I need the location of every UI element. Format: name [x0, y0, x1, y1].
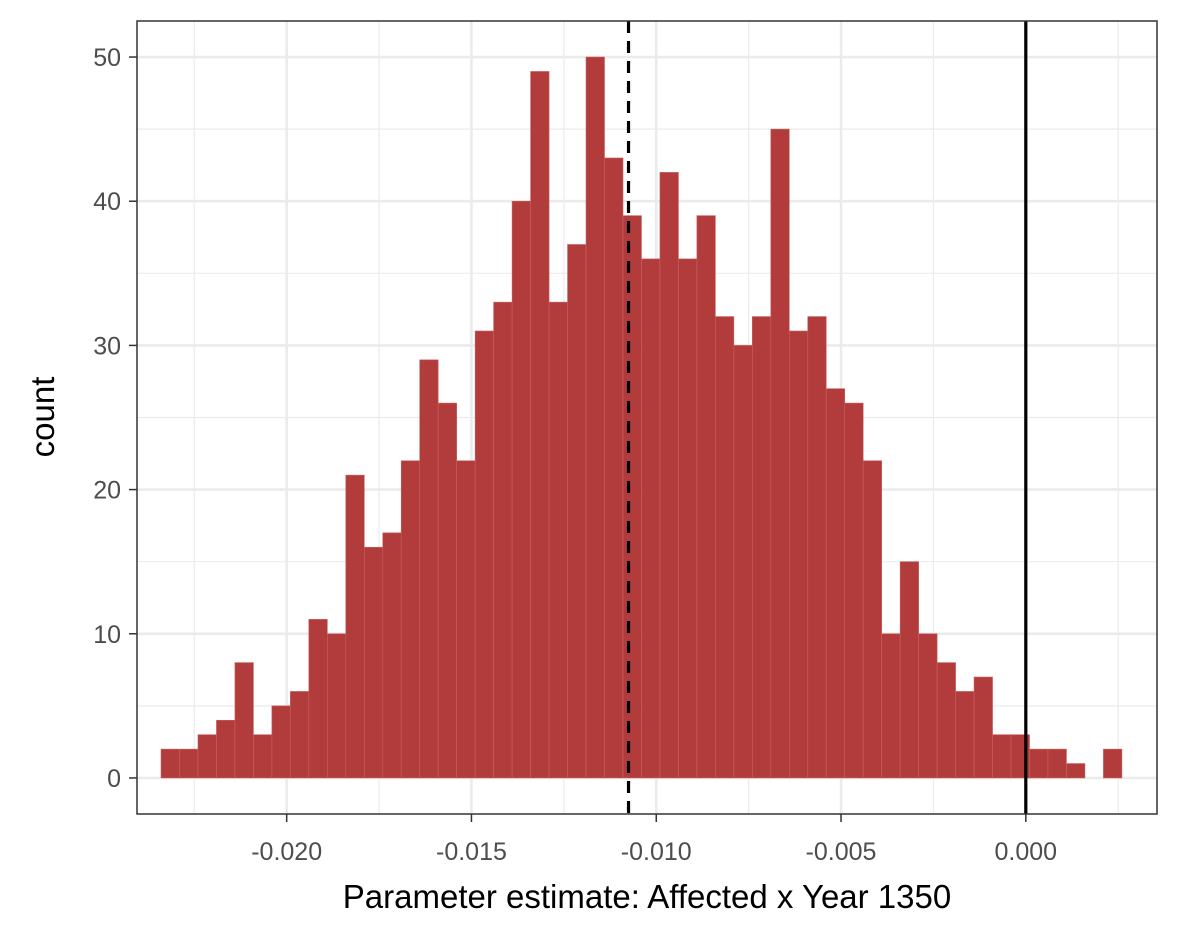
histogram-bar-9	[327, 633, 347, 779]
y-tick-label-2: 20	[93, 477, 121, 505]
histogram-bar-18	[493, 301, 513, 779]
histogram-bar-10	[345, 474, 365, 779]
histogram-bar-15	[437, 402, 457, 779]
histogram-bar-21	[548, 301, 568, 779]
histogram-bar-47	[1029, 748, 1049, 779]
x-tick-label-1: -0.015	[436, 838, 507, 866]
histogram-bar-42	[936, 662, 956, 779]
histogram-bar-5	[253, 734, 273, 779]
histogram-bar-31	[733, 345, 753, 779]
histogram-bar-16	[456, 460, 476, 779]
y-axis: 0 10 20 30 40 50	[93, 44, 137, 793]
histogram-bar-4	[234, 662, 254, 779]
histogram-bar-45	[992, 734, 1012, 779]
histogram-bar-44	[973, 676, 993, 779]
histogram-bar-22	[567, 244, 587, 779]
histogram-bar-43	[955, 691, 975, 779]
histogram-bar-8	[308, 619, 328, 779]
histogram-bar-49	[1066, 763, 1086, 779]
x-tick-label-3: -0.005	[806, 838, 877, 866]
y-tick-label-5: 50	[93, 44, 121, 72]
plot-border	[136, 20, 1158, 815]
histogram-bar-12	[382, 532, 402, 779]
histogram-bar-13	[400, 460, 421, 779]
histogram-bar-32	[752, 316, 772, 779]
reference-lines	[626, 21, 1028, 814]
histogram-bar-27	[659, 172, 679, 779]
histogram-bar-38	[862, 460, 882, 779]
histogram-bar-41	[918, 633, 938, 779]
histogram-bar-1	[179, 748, 199, 779]
histogram-bar-2	[197, 734, 217, 779]
histogram-bar-34	[788, 330, 809, 779]
histogram-bar-51	[1103, 748, 1123, 779]
histogram-bar-29	[696, 215, 716, 779]
y-axis-title: count	[24, 377, 61, 458]
x-tick-label-0: -0.020	[251, 838, 322, 866]
histogram-bar-25	[622, 215, 642, 779]
histogram-bar-24	[604, 157, 624, 779]
y-tick-label-0: 0	[107, 765, 121, 793]
histogram-bar-20	[530, 71, 550, 779]
histogram-bar-11	[363, 546, 384, 779]
histogram-bar-35	[807, 316, 827, 779]
y-tick-label-1: 10	[93, 621, 121, 649]
histogram-bar-6	[271, 705, 291, 779]
histogram-bar-33	[770, 128, 790, 779]
histogram-bar-0	[160, 748, 180, 779]
histogram-bar-17	[474, 330, 494, 779]
histogram-bar-48	[1047, 748, 1067, 779]
histogram-bar-26	[641, 258, 661, 779]
histogram-bar-14	[419, 359, 439, 779]
histogram-bars	[160, 56, 1123, 779]
y-tick-label-3: 30	[93, 332, 121, 360]
histogram-bar-37	[844, 402, 864, 779]
histogram-bar-39	[881, 633, 901, 779]
histogram-bar-36	[825, 388, 846, 779]
y-tick-label-4: 40	[93, 188, 121, 216]
histogram-bar-7	[290, 691, 310, 779]
histogram-bar-3	[216, 719, 236, 779]
x-axis-title: Parameter estimate: Affected x Year 1350	[343, 878, 951, 915]
histogram-bar-23	[585, 56, 605, 779]
x-tick-label-2: -0.010	[621, 838, 692, 866]
histogram-bar-30	[715, 316, 735, 779]
histogram-bar-19	[511, 200, 531, 779]
x-tick-label-4: 0.000	[995, 838, 1058, 866]
histogram-bar-40	[899, 561, 919, 779]
histogram-bar-28	[678, 258, 698, 779]
x-axis: -0.020 -0.015 -0.010 -0.005 0.000	[251, 814, 1057, 866]
